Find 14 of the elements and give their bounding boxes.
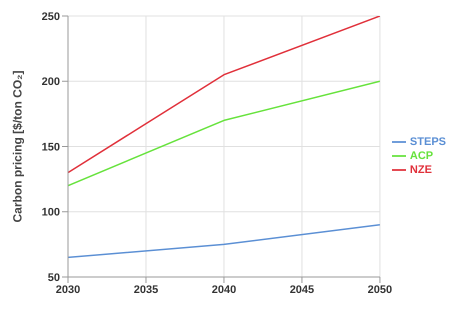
x-tick-label: 2040 bbox=[212, 284, 236, 296]
x-tick-label: 2035 bbox=[134, 284, 158, 296]
y-tick-label: 50 bbox=[48, 272, 60, 284]
y-tick-label: 100 bbox=[42, 206, 60, 219]
x-tick-label: 2050 bbox=[368, 284, 392, 296]
x-tick-label: 2045 bbox=[290, 284, 314, 296]
legend-label: NZE bbox=[410, 164, 432, 176]
legend-label: STEPS bbox=[410, 136, 446, 148]
y-axis-title: Carbon pricing [$/ton CO₂] bbox=[10, 70, 24, 222]
y-tick-label: 150 bbox=[42, 141, 60, 154]
y-tick-label: 200 bbox=[42, 76, 60, 88]
x-tick-label: 2030 bbox=[56, 284, 80, 296]
y-tick-label: 250 bbox=[42, 10, 60, 23]
legend-label: ACP bbox=[410, 150, 434, 162]
